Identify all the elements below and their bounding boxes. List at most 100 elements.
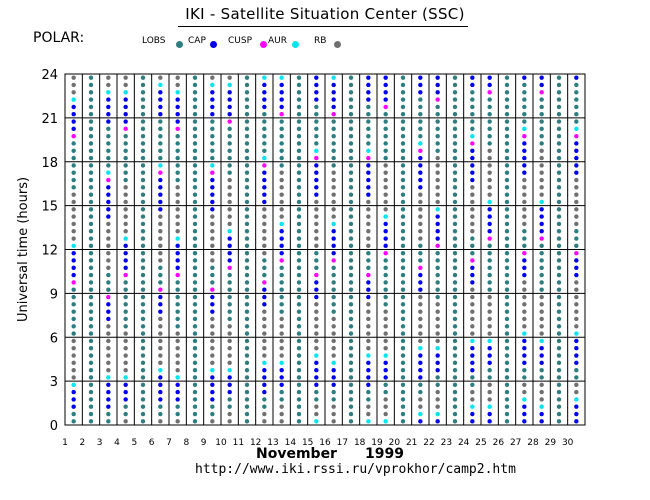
x-tick-label: 7 — [166, 438, 172, 448]
data-point-rb — [574, 302, 579, 307]
data-point-lobs — [279, 302, 284, 307]
data-point-rb — [383, 185, 388, 190]
data-point-cap — [470, 148, 475, 153]
data-point-lobs — [314, 119, 319, 124]
data-point-lobs — [400, 265, 406, 270]
data-point-lobs — [175, 294, 180, 300]
data-point-cap — [227, 389, 232, 395]
data-point-rb — [366, 346, 371, 351]
data-point-lobs — [574, 82, 579, 88]
data-point-lobs — [348, 360, 354, 366]
y-tick-label: 24 — [41, 68, 58, 83]
data-point-rb — [522, 302, 527, 307]
data-point-rb — [522, 221, 527, 227]
data-point-lobs — [88, 367, 94, 373]
data-point-lobs — [504, 302, 510, 307]
data-point-cusp — [418, 148, 423, 153]
data-point-lobs — [556, 265, 562, 270]
data-point-lobs — [175, 404, 180, 409]
data-point-lobs — [435, 148, 440, 153]
data-point-lobs — [400, 338, 406, 344]
data-point-lobs — [244, 97, 250, 102]
data-point-lobs — [400, 229, 406, 234]
data-point-lobs — [348, 119, 354, 124]
data-point-lobs — [574, 97, 579, 102]
data-point-cap — [574, 170, 579, 175]
data-point-rb — [175, 185, 180, 190]
data-point-aur — [539, 338, 544, 344]
data-point-cap — [106, 404, 111, 409]
data-point-lobs — [348, 112, 354, 117]
data-point-cap — [470, 75, 475, 80]
data-point-lobs — [556, 104, 562, 110]
data-point-lobs — [123, 309, 128, 314]
data-point-rb — [435, 177, 440, 183]
data-point-rb — [539, 302, 544, 307]
data-point-rb — [366, 331, 371, 336]
data-point-rb — [175, 82, 180, 88]
data-point-lobs — [504, 90, 510, 95]
source-url: http://www.iki.rssi.ru/vprokhor/camp2.ht… — [195, 462, 516, 477]
data-point-lobs — [244, 280, 250, 285]
data-point-lobs — [262, 404, 267, 409]
data-point-lobs — [348, 265, 354, 270]
data-point-cap — [470, 346, 475, 351]
data-point-lobs — [556, 258, 562, 263]
data-point-lobs — [504, 367, 510, 373]
data-point-rb — [158, 360, 163, 366]
data-point-rb — [418, 192, 423, 197]
data-point-lobs — [175, 177, 180, 183]
data-point-lobs — [227, 309, 232, 314]
data-point-lobs — [348, 199, 354, 205]
data-point-lobs — [400, 294, 406, 300]
data-point-cusp — [487, 236, 492, 241]
data-point-lobs — [88, 419, 94, 424]
data-point-cap — [279, 90, 284, 95]
data-point-rb — [522, 324, 527, 329]
data-point-lobs — [262, 148, 267, 153]
data-point-lobs — [71, 324, 76, 329]
data-point-rb — [106, 360, 111, 366]
data-point-aur — [470, 404, 475, 409]
data-point-lobs — [296, 419, 302, 424]
data-point-rb — [366, 221, 371, 227]
data-point-cap — [487, 346, 492, 351]
data-point-lobs — [71, 302, 76, 307]
data-point-lobs — [106, 155, 111, 161]
data-point-lobs — [192, 221, 198, 227]
data-point-lobs — [383, 287, 388, 292]
data-point-lobs — [175, 170, 180, 175]
data-point-lobs — [192, 411, 198, 417]
data-point-lobs — [470, 375, 475, 380]
data-point-lobs — [348, 177, 354, 183]
data-point-lobs — [452, 126, 458, 132]
data-point-lobs — [348, 185, 354, 190]
data-point-lobs — [556, 214, 562, 219]
data-point-cusp — [71, 133, 76, 139]
data-point-rb — [314, 331, 319, 336]
data-point-lobs — [192, 250, 198, 256]
data-point-lobs — [452, 185, 458, 190]
data-point-cap — [71, 112, 76, 117]
data-point-lobs — [435, 104, 440, 110]
data-point-lobs — [574, 243, 579, 249]
data-point-lobs — [175, 411, 180, 417]
data-point-aur — [158, 163, 163, 168]
data-point-lobs — [123, 411, 128, 417]
data-point-lobs — [123, 404, 128, 409]
data-point-cap — [279, 375, 284, 380]
data-point-lobs — [244, 258, 250, 263]
data-point-cap — [383, 375, 388, 380]
data-point-lobs — [296, 265, 302, 270]
data-point-rb — [314, 411, 319, 417]
x-tick-label: 19 — [371, 438, 383, 448]
legend-dot-aur-icon — [292, 41, 299, 48]
y-tick-label: 15 — [41, 200, 58, 215]
data-point-lobs — [296, 346, 302, 351]
data-point-lobs — [279, 294, 284, 300]
data-point-rb — [470, 199, 475, 205]
data-point-lobs — [504, 97, 510, 102]
data-point-cap — [418, 82, 423, 88]
data-point-lobs — [140, 272, 146, 278]
